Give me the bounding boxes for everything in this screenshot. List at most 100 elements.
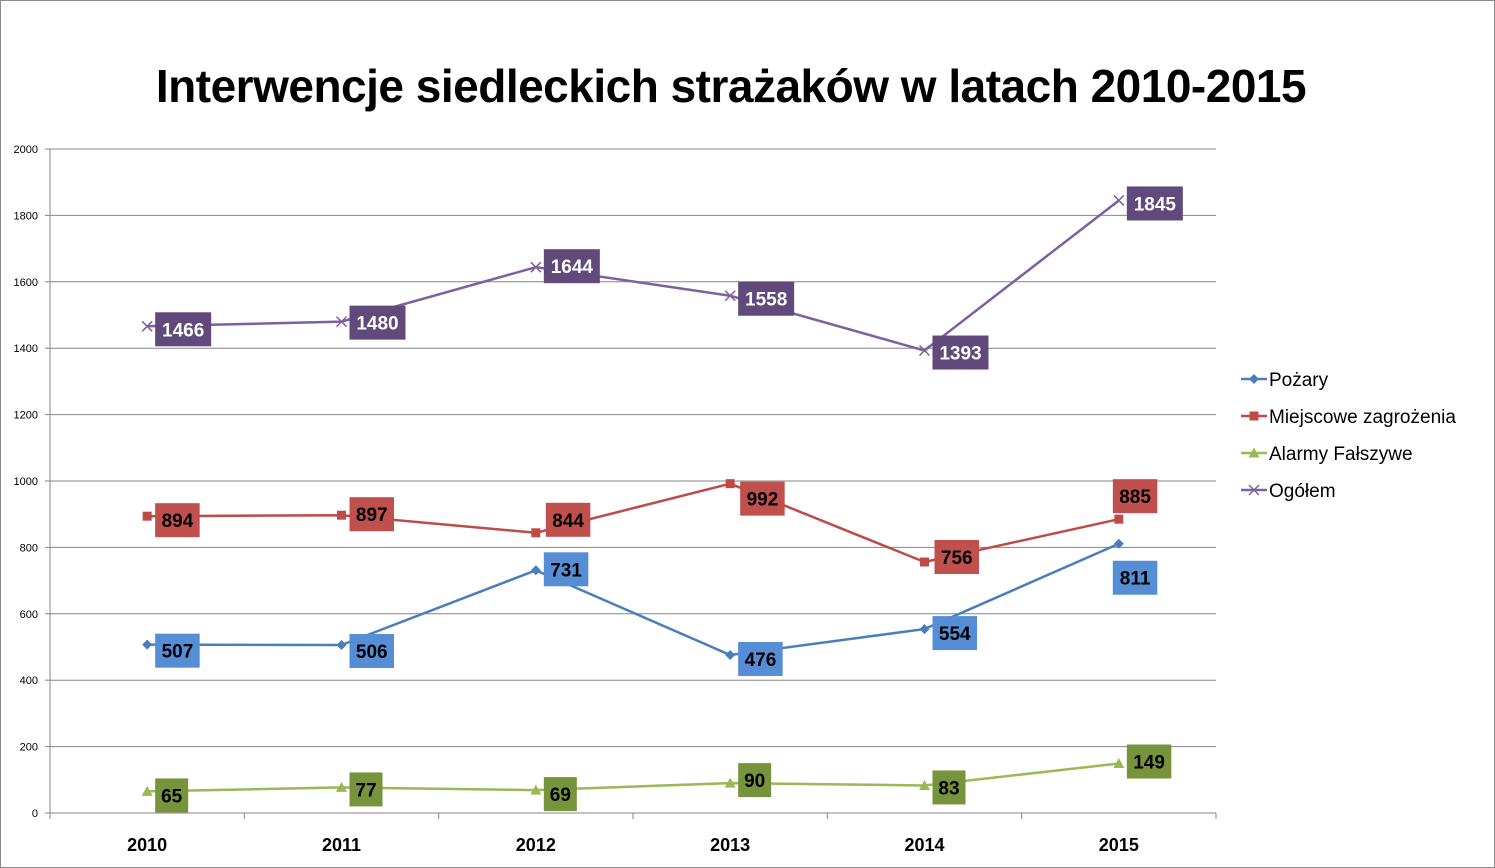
legend-label: Ogółem: [1269, 481, 1336, 502]
legend-entry: Alarmy Fałszywe: [1241, 444, 1413, 465]
point-marker: [919, 779, 930, 790]
y-tick-label: 0: [32, 808, 38, 820]
legend-label: Alarmy Fałszywe: [1269, 444, 1413, 465]
point-marker: [531, 528, 541, 538]
data-label-box: [155, 778, 189, 813]
data-label: 1558: [738, 281, 795, 316]
data-label: 1393: [932, 335, 989, 370]
data-label-text: 69: [550, 785, 571, 806]
data-label-text: 1480: [356, 314, 398, 335]
point-marker: [1248, 484, 1260, 496]
point-marker: [725, 479, 735, 489]
data-label-box: [349, 772, 383, 807]
point-marker: [1249, 374, 1259, 384]
chart-title: Interwencje siedleckich strażaków w lata…: [155, 60, 1307, 112]
point-marker: [530, 565, 541, 576]
data-label-box: [155, 633, 200, 668]
data-label-box: [543, 552, 589, 587]
data-label: 476: [738, 641, 783, 676]
point-marker: [337, 510, 346, 520]
data-label-text: 731: [550, 560, 582, 581]
data-label-box: [934, 540, 979, 575]
y-tick-label: 2000: [14, 144, 38, 156]
y-tick-label: 1600: [14, 277, 38, 289]
data-label-text: 992: [747, 490, 779, 511]
data-label: 894: [155, 503, 200, 538]
point-marker: [530, 784, 542, 795]
x-tick-label: 2012: [516, 835, 556, 855]
point-marker: [724, 290, 736, 302]
data-label: 756: [934, 540, 979, 575]
data-label: 811: [1112, 560, 1158, 595]
point-marker: [724, 777, 736, 788]
legend-label: Pożary: [1269, 370, 1329, 391]
data-label-box: [738, 281, 795, 316]
data-label-text: 83: [938, 778, 959, 799]
data-label: 507: [155, 633, 200, 668]
y-tick-label: 600: [20, 609, 38, 621]
data-label-text: 811: [1120, 569, 1151, 590]
y-tick-label: 400: [20, 675, 38, 687]
point-marker: [920, 557, 929, 567]
x-tick-label: 2010: [127, 835, 167, 855]
data-label: 69: [543, 777, 577, 812]
series-lines: [141, 194, 1125, 796]
point-marker: [141, 785, 153, 796]
data-label: 844: [545, 502, 591, 537]
data-label-box: [349, 305, 406, 340]
x-tick-label: 2013: [710, 835, 750, 855]
data-label: 77: [349, 772, 383, 807]
data-label: 1644: [543, 249, 600, 284]
data-label: 149: [1126, 744, 1172, 779]
series-line: [147, 762, 1119, 793]
data-label-text: 554: [939, 624, 971, 645]
data-label-box: [1112, 479, 1158, 514]
data-label-text: 507: [162, 642, 194, 663]
data-labels: 507 506 731 476 554 811 894 897 844 992 756 885 65 77…: [155, 186, 1183, 813]
data-label-box: [543, 777, 577, 812]
y-tick-label: 800: [20, 542, 38, 554]
data-label-text: 1845: [1134, 194, 1177, 215]
point-marker: [530, 261, 542, 273]
gridlines: [50, 148, 1216, 748]
point-marker: [142, 639, 153, 650]
data-label: 992: [740, 481, 785, 516]
data-label-text: 476: [745, 650, 777, 671]
y-tick-label: 1200: [14, 410, 38, 422]
data-label-text: 885: [1119, 487, 1151, 508]
data-label-text: 1466: [162, 320, 204, 341]
data-label-text: 65: [161, 786, 183, 807]
legend-entry: Ogółem: [1241, 481, 1336, 502]
point-marker: [1113, 758, 1125, 769]
point-marker: [336, 781, 347, 792]
point-marker: [142, 511, 152, 521]
series-pożary: [142, 538, 1124, 660]
data-label-box: [155, 312, 212, 347]
data-label: 731: [543, 552, 589, 587]
series-ogółem: [141, 194, 1125, 357]
data-label: 65: [155, 778, 189, 813]
axes: 0 200 400 600 800 1000 1200 1400 1600 1800 2000 201…: [14, 144, 1217, 855]
point-marker: [336, 640, 347, 651]
point-marker: [918, 344, 931, 357]
data-label-text: 506: [356, 642, 388, 663]
data-label-box: [1112, 560, 1158, 595]
point-marker: [1113, 538, 1124, 549]
data-label-box: [740, 481, 785, 516]
point-marker: [1113, 194, 1125, 206]
data-label-box: [155, 503, 200, 538]
data-label: 90: [738, 763, 772, 798]
data-label-text: 1644: [551, 257, 594, 278]
data-label: 554: [932, 616, 977, 651]
data-label-box: [543, 249, 600, 284]
data-label: 506: [349, 634, 394, 669]
data-label-box: [1126, 186, 1183, 221]
point-marker: [141, 320, 153, 332]
legend: Pożary Miejscowe zagrożenia Alarmy Fałszyw…: [1241, 370, 1456, 502]
data-label: 83: [932, 770, 966, 805]
data-label-box: [1126, 744, 1172, 779]
data-label-text: 77: [355, 780, 376, 801]
point-marker: [1114, 514, 1124, 524]
